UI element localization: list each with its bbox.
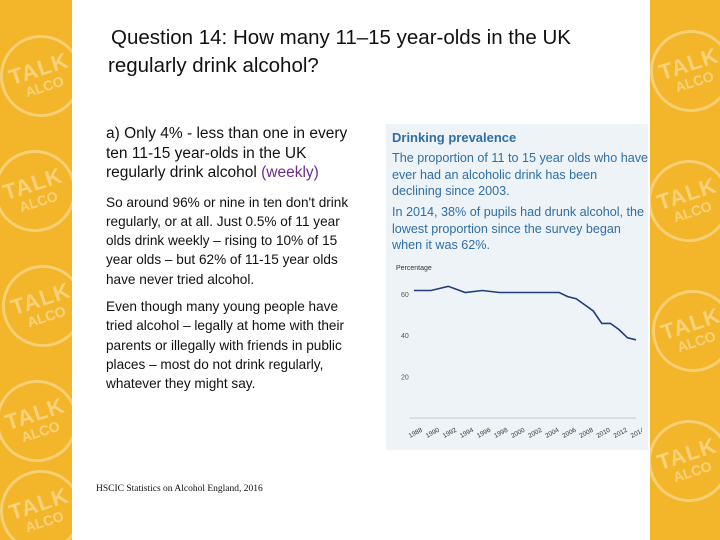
- x-tick-label: 2010: [595, 427, 611, 440]
- x-tick-label: 2008: [578, 427, 594, 440]
- answer-heading: a) Only 4% - less than one in every ten …: [106, 124, 362, 183]
- y-tick-label: 60: [401, 292, 409, 299]
- series-line: [414, 285, 637, 341]
- answer-column: a) Only 4% - less than one in every ten …: [106, 124, 362, 401]
- x-tick-label: 1994: [459, 427, 475, 440]
- infobox-title: Drinking prevalence: [392, 130, 517, 145]
- x-tick-label: 2002: [527, 427, 543, 440]
- answer-paragraph-1: So around 96% or nine in ten don't drink…: [106, 194, 349, 287]
- x-tick-label: 2000: [510, 427, 526, 440]
- x-tick-label: 2014: [630, 427, 642, 440]
- x-tick-label: 1990: [425, 427, 441, 440]
- answer-paragraph-2: Even though many young people have tried…: [106, 298, 345, 392]
- y-axis-label: Percentage: [396, 265, 432, 272]
- x-tick-label: 1998: [493, 427, 509, 440]
- prevalence-chart: Percentage 20 40 60 1988 1990 1992 1994 1996 1998…: [392, 262, 646, 447]
- source-citation: HSCIC Statistics on Alcohol England, 201…: [96, 484, 263, 494]
- infobox: Drinking prevalence The proportion of 11…: [386, 124, 648, 450]
- slide-title: Question 14: How many 11–15 year-olds in…: [108, 26, 571, 77]
- answer-heading-text: a) Only 4% - less than one in every ten …: [106, 125, 348, 181]
- x-tick-label: 1988: [408, 427, 424, 440]
- y-tick-label: 20: [401, 374, 409, 381]
- x-tick-label: 2006: [561, 427, 577, 440]
- logo-stamp: TALK ALCO: [641, 279, 720, 383]
- infobox-text-1: The proportion of 11 to 15 year olds who…: [392, 151, 649, 198]
- answer-heading-emphasis: (weekly): [261, 164, 319, 181]
- logo-stamp: TALK ALCO: [639, 19, 720, 123]
- y-tick-label: 40: [401, 333, 409, 340]
- x-tick-label: 2012: [613, 427, 629, 440]
- x-tick-label: 1996: [476, 427, 492, 440]
- x-tick-label: 1992: [442, 427, 458, 440]
- prevalence-chart-svg: Percentage 20 40 60 1988 1990 1992 1994 1996 1998…: [396, 265, 646, 440]
- infobox-text-2: In 2014, 38% of pupils had drunk alcohol…: [392, 205, 645, 252]
- x-tick-label: 2004: [544, 427, 560, 440]
